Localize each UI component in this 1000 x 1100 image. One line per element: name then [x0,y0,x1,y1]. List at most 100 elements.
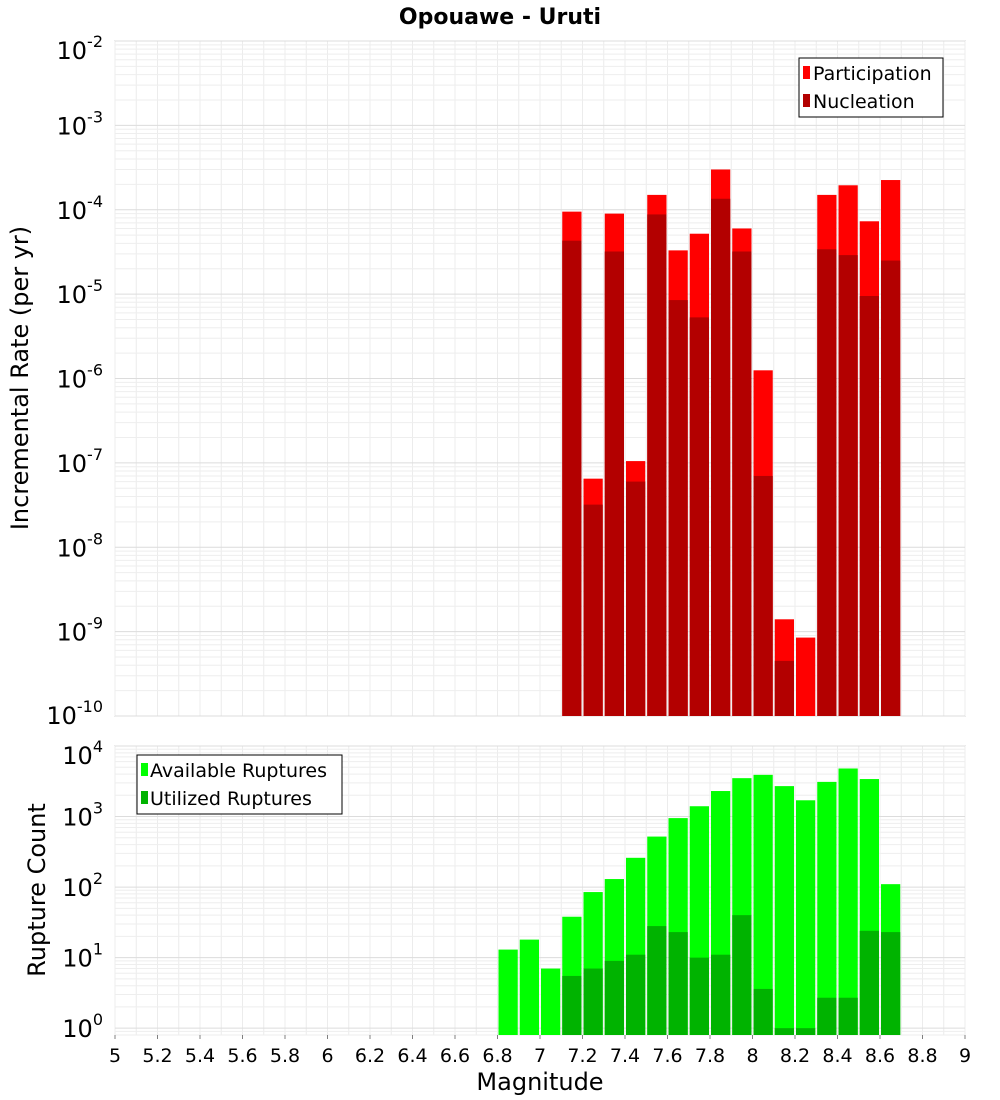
x-tick-label: 7 [534,1045,546,1067]
y-tick-label: 10-3 [57,107,104,140]
x-tick-label: 5.8 [270,1045,300,1067]
top-bar-nucleation-8.65 [881,260,901,716]
bottom-bar-available-ruptures-8.45 [838,768,858,1035]
legend-label-utilized: Utilized Ruptures [150,788,312,810]
top-bar-nucleation-7.45 [626,481,646,716]
x-tick-label: 6.4 [397,1045,427,1067]
x-tick-label: 5.4 [185,1045,215,1067]
x-tick-label: 7.6 [652,1045,682,1067]
bottom-y-axis-label: Rupture Count [23,803,51,977]
bottom-bar-utilized-ruptures-8.35 [817,997,837,1035]
x-tick-label: 5 [109,1045,121,1067]
top-y-tick-labels: 10-10 10-9 10-8 10-7 10-6 10-5 10-4 10-3 10-2 [46,32,103,730]
bottom-bar-available-ruptures-8.15 [774,786,794,1035]
y-tick-label: 103 [62,799,103,832]
bottom-bar-utilized-ruptures-7.45 [626,954,646,1035]
bottom-bar-utilized-ruptures-8.65 [881,932,901,1035]
x-tick-labels: 5 5.2 5.4 5.6 5.8 6 6.2 6.4 6.6 6.8 7 7.2 7.4 7.6 7.8 8… [109,1035,971,1067]
bottom-bar-utilized-ruptures-7.85 [711,954,731,1035]
participation-nucleation-chart: 10-10 10-9 10-8 10-7 10-6 10-5 10-4 10-3 10-2 In… [6,32,966,730]
x-tick-label: 7.8 [695,1045,725,1067]
x-tick-label: 9 [959,1045,971,1067]
x-tick-label: 7.2 [567,1045,597,1067]
bottom-bar-utilized-ruptures-8.55 [859,930,879,1035]
y-tick-label: 102 [62,869,103,902]
bottom-legend-box [136,754,343,815]
top-bar-nucleation-7.55 [647,214,667,717]
legend-swatch-available [141,763,148,776]
bottom-bar-utilized-ruptures-7.25 [583,968,603,1035]
legend-label-participation: Participation [813,63,932,85]
bottom-bar-utilized-ruptures-7.55 [647,926,667,1035]
x-tick-label: 6.2 [355,1045,385,1067]
x-tick-label: 5.2 [142,1045,172,1067]
top-bar-nucleation-8.05 [753,475,773,716]
top-bar-nucleation-7.85 [711,198,731,717]
top-bar-nucleation-7.95 [732,251,752,716]
x-tick-label: 8.6 [865,1045,895,1067]
bottom-legend: Available Ruptures Utilized Ruptures [136,754,343,815]
bottom-bar-available-ruptures-8.25 [796,800,816,1035]
bottom-bar-utilized-ruptures-7.75 [689,957,709,1035]
y-tick-label: 10-2 [57,32,104,65]
top-bar-nucleation-7.75 [689,317,709,716]
top-bar-nucleation-8.15 [774,660,794,716]
top-bar-nucleation-7.65 [668,300,688,716]
x-tick-label: 6.6 [440,1045,470,1067]
y-tick-label: 104 [62,737,103,770]
rupture-count-chart: 100 101 102 103 104 5 5.2 5.4 5.6 5.8 6 6.2 6.4 6.6 6… [23,737,971,1096]
bottom-bar-available-ruptures-7.05 [541,968,561,1035]
legend-label-nucleation: Nucleation [813,91,915,113]
top-bar-participation-8.25 [796,637,816,716]
top-legend-box [798,57,944,118]
legend-swatch-participation [803,66,810,79]
x-tick-label: 5.6 [227,1045,257,1067]
chart-title: Opouawe - Uruti [399,5,601,30]
y-tick-label: 100 [62,1010,103,1043]
y-tick-label: 10-10 [46,697,103,730]
y-tick-label: 10-9 [57,614,104,647]
bottom-bar-utilized-ruptures-8.05 [753,988,773,1035]
bottom-bar-utilized-ruptures-7.15 [562,975,582,1035]
x-tick-label: 8 [746,1045,758,1067]
top-legend: Participation Nucleation [798,57,944,118]
y-tick-label: 101 [62,940,103,973]
top-bars [562,169,901,717]
bottom-bar-available-ruptures-8.05 [753,774,773,1035]
top-bar-nucleation-8.55 [859,296,879,716]
bottom-bar-utilized-ruptures-8.15 [774,1028,794,1035]
bottom-bar-utilized-ruptures-8.25 [796,1028,816,1035]
bottom-bar-utilized-ruptures-7.65 [668,932,688,1035]
x-tick-label: 8.2 [780,1045,810,1067]
y-tick-label: 10-6 [57,361,104,394]
x-axis-label: Magnitude [476,1068,603,1096]
legend-swatch-utilized [141,791,148,804]
bottom-bar-available-ruptures-6.85 [498,949,518,1035]
legend-swatch-nucleation [803,94,810,107]
y-tick-label: 10-8 [57,529,104,562]
y-tick-label: 10-5 [57,276,104,309]
x-tick-label: 6.8 [482,1045,512,1067]
x-tick-label: 6 [321,1045,333,1067]
y-tick-label: 10-7 [57,445,104,478]
top-bar-nucleation-7.25 [583,504,603,716]
top-bar-nucleation-7.15 [562,240,582,717]
top-gridlines [114,40,966,717]
x-tick-label: 8.4 [822,1045,852,1067]
bottom-bar-utilized-ruptures-7.35 [604,960,624,1035]
bottom-bars [498,768,901,1035]
bottom-bar-utilized-ruptures-7.95 [732,915,752,1035]
bottom-bar-available-ruptures-6.95 [519,939,539,1035]
top-bar-nucleation-8.35 [817,249,837,716]
top-bar-nucleation-7.35 [604,251,624,716]
top-bar-nucleation-8.45 [838,255,858,716]
bottom-bar-available-ruptures-8.35 [817,781,837,1035]
top-y-axis-label: Incremental Rate (per yr) [6,226,34,530]
x-tick-label: 7.4 [610,1045,640,1067]
y-tick-label: 10-4 [57,192,104,225]
x-tick-label: 8.8 [907,1045,937,1067]
bottom-bar-utilized-ruptures-8.45 [838,997,858,1035]
bottom-y-tick-labels: 100 101 102 103 104 [62,737,103,1043]
legend-label-available: Available Ruptures [150,760,327,782]
